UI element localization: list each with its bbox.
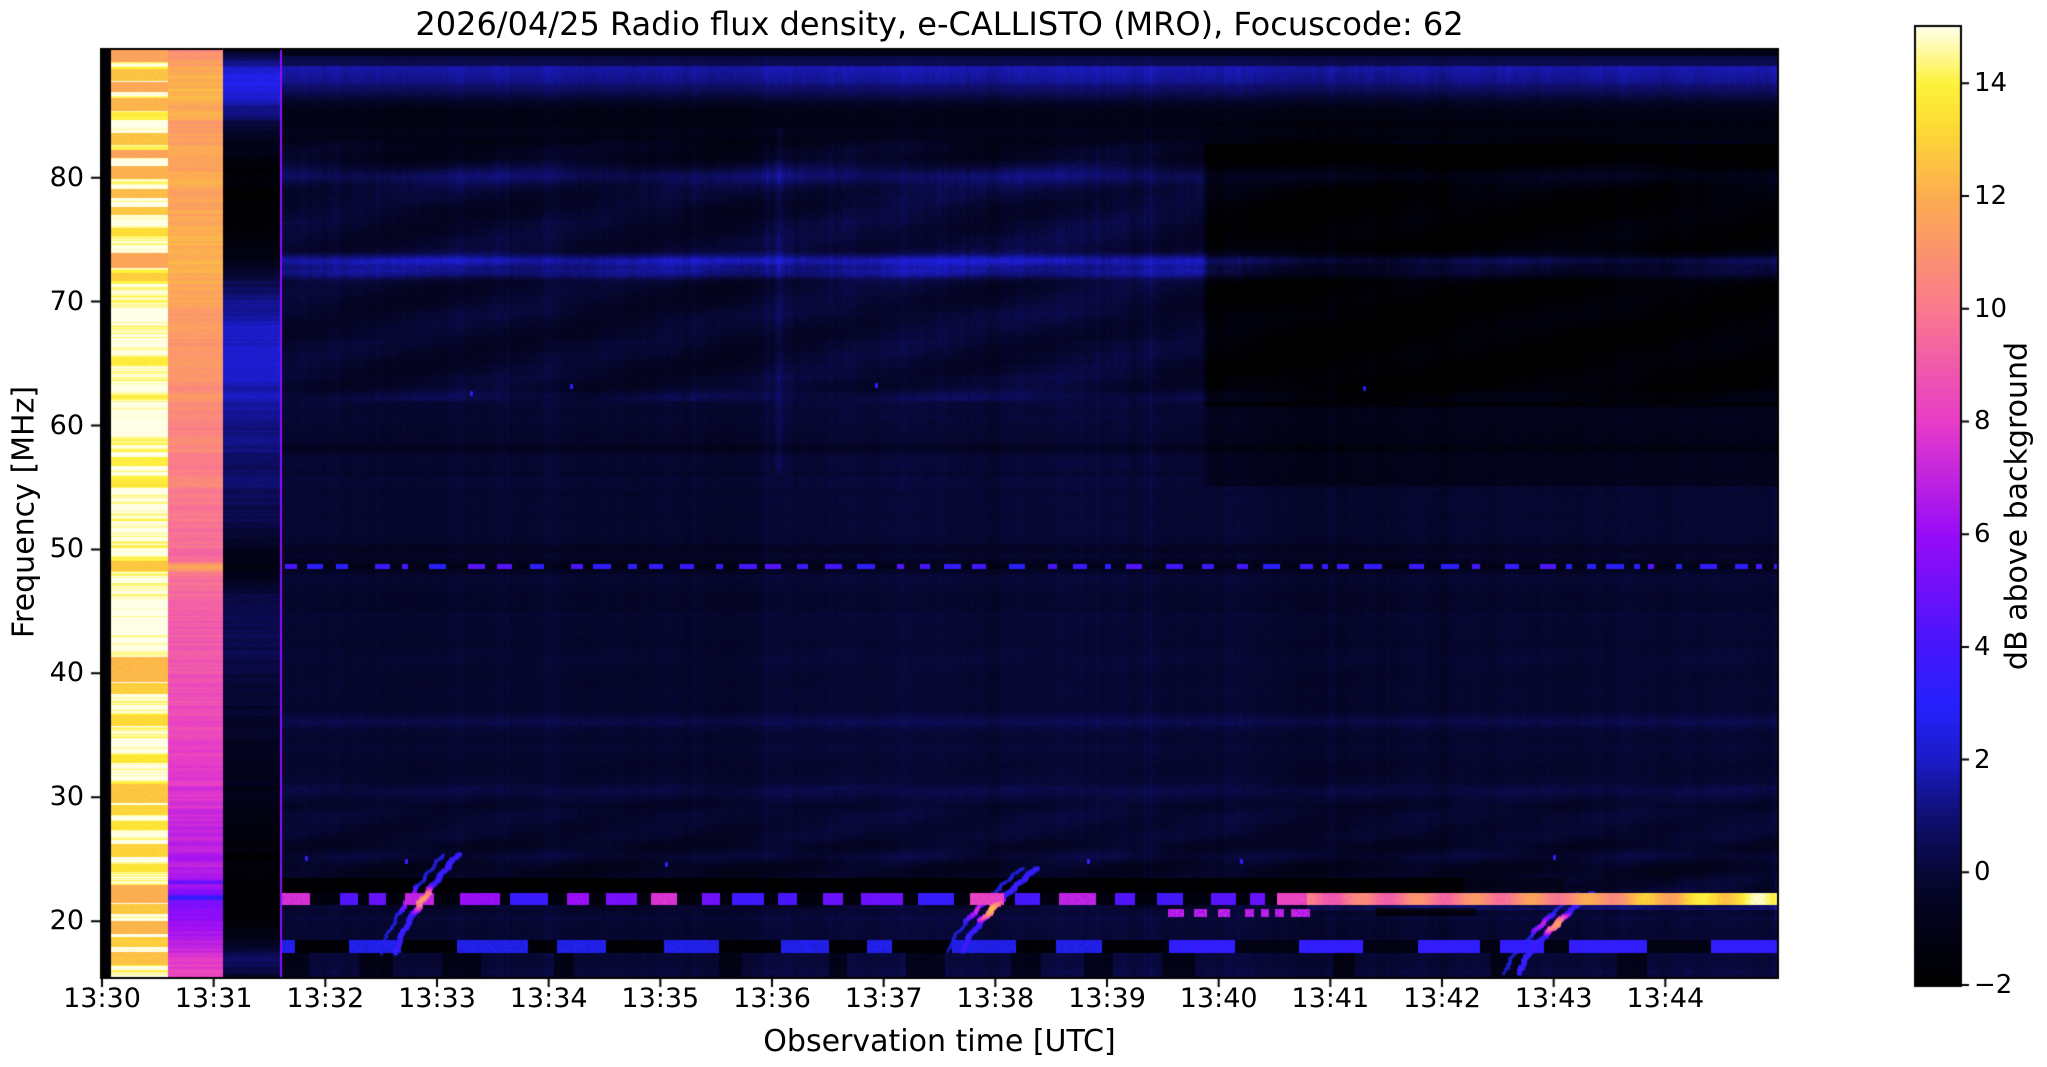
colorbar-tick-label: 12 <box>1974 181 2008 212</box>
y-tick-label: 80 <box>49 161 84 193</box>
colorbar-tick-label: 6 <box>1974 519 1991 550</box>
y-tick-label: 40 <box>49 657 84 689</box>
colorbar-tick-label: 10 <box>1974 293 2008 324</box>
x-tick-label: 13:34 <box>509 983 588 1014</box>
x-tick-label: 13:44 <box>1626 983 1705 1014</box>
y-axis-label: Frequency [MHz] <box>6 385 42 639</box>
x-tick-label: 13:39 <box>1068 983 1146 1014</box>
y-tick-label: 30 <box>49 781 84 813</box>
x-tick-label: 13:32 <box>286 983 365 1014</box>
colorbar-label: dB above background <box>1999 341 2035 671</box>
x-tick-label: 13:31 <box>174 983 253 1014</box>
colorbar-tick-label: 2 <box>1974 744 1991 775</box>
y-tick-label: 50 <box>49 533 84 565</box>
y-tick-label: 60 <box>49 409 84 441</box>
x-axis-label: Observation time [UTC] <box>763 1024 1116 1059</box>
colorbar-tick-label: 8 <box>1974 406 1991 437</box>
x-tick-label: 13:36 <box>733 983 811 1014</box>
y-tick-label: 20 <box>49 905 84 937</box>
x-tick-label: 13:37 <box>844 983 923 1014</box>
x-tick-label: 13:41 <box>1291 983 1370 1014</box>
x-tick-label: 13:43 <box>1514 983 1593 1014</box>
x-tick-label: 13:40 <box>1179 983 1258 1014</box>
colorbar-tick-label: 0 <box>1974 857 1991 888</box>
x-tick-label: 13:30 <box>63 983 141 1014</box>
colorbar-tick-label: 14 <box>1974 68 2008 99</box>
x-tick-label: 13:38 <box>956 983 1035 1014</box>
y-tick-label: 70 <box>49 285 84 317</box>
chart-title: 2026/04/25 Radio flux density, e-CALLIST… <box>415 5 1464 43</box>
x-tick-label: 13:35 <box>621 983 700 1014</box>
x-tick-label: 13:33 <box>398 983 476 1014</box>
colorbar-tick-label: 4 <box>1974 631 1991 662</box>
colorbar-tick-label: −2 <box>1974 970 2013 1000</box>
x-tick-label: 13:42 <box>1403 983 1481 1014</box>
